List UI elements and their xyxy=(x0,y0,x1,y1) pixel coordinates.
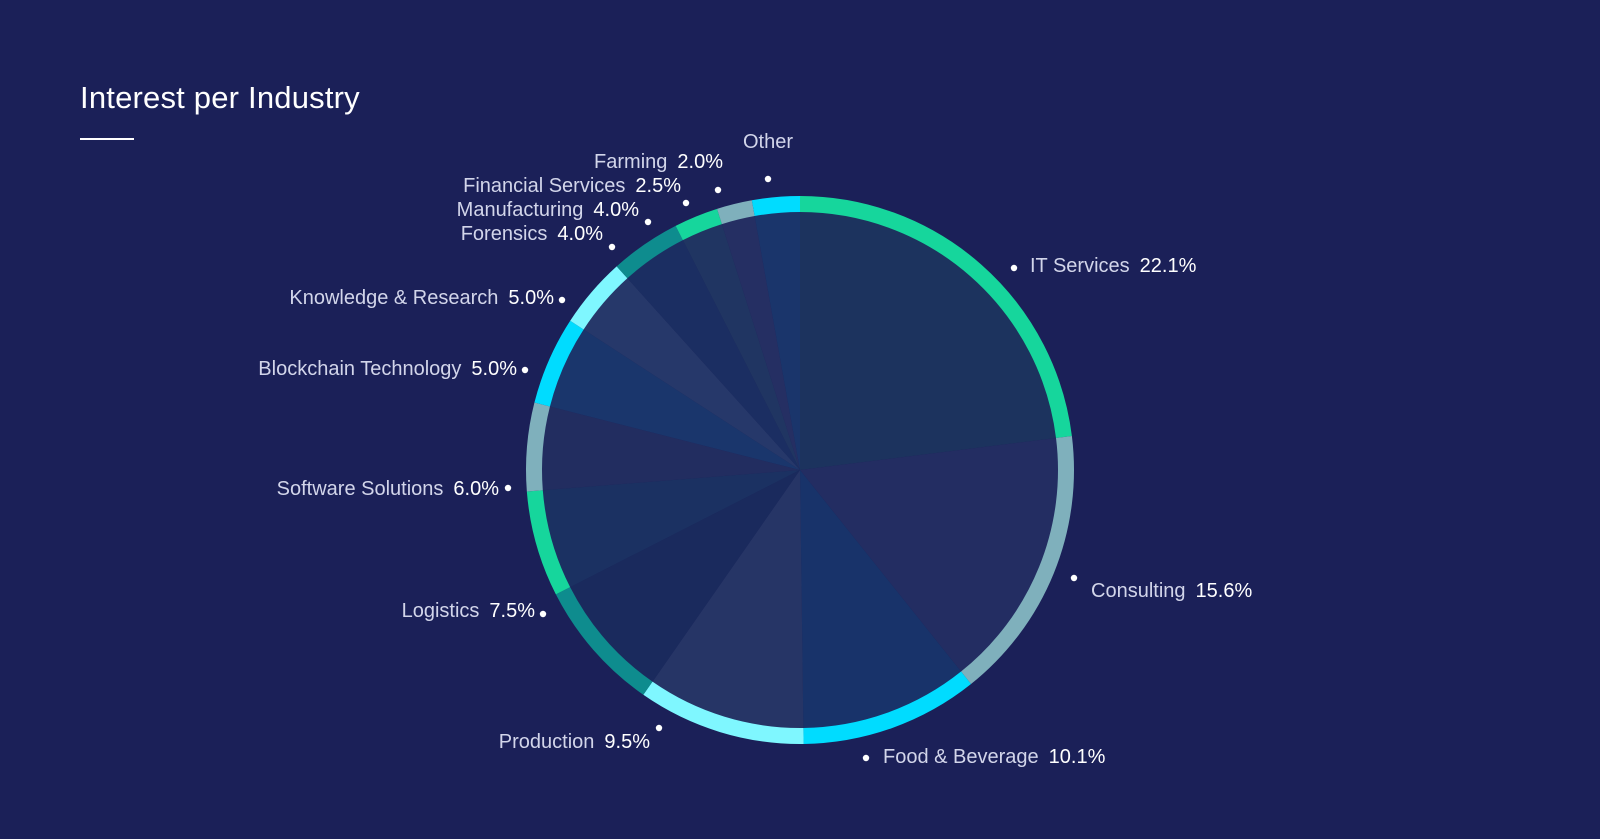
slice-label-other: Other xyxy=(743,131,793,153)
slice-name-blockchain-technology: Blockchain Technology xyxy=(258,358,461,380)
slice-percent-financial-services: 2.5% xyxy=(635,175,681,197)
pie-ring-segment-blockchain-technology xyxy=(526,402,550,492)
pie-ring-segment-food-and-beverage xyxy=(803,671,972,744)
label-dot-software-solutions xyxy=(504,484,512,492)
label-dot-production xyxy=(655,724,663,732)
pie-ring-segment-consulting xyxy=(961,436,1074,685)
slice-percent-software-solutions: 6.0% xyxy=(453,478,499,500)
pie-slice-farming xyxy=(720,212,800,470)
chart-title: Interest per Industry xyxy=(80,80,360,115)
slice-name-manufacturing: Manufacturing xyxy=(457,199,584,221)
label-dot-manufacturing xyxy=(644,218,652,226)
slice-name-it-services: IT Services xyxy=(1030,255,1130,277)
slice-label-it-services: IT Services 22.1% xyxy=(1030,255,1197,277)
pie-slice-blockchain-technology xyxy=(538,405,800,491)
slice-percent-logistics: 7.5% xyxy=(489,600,535,622)
slice-label-production: Production 9.5% xyxy=(499,731,650,753)
pie-slice-food-and-beverage xyxy=(800,470,964,732)
pie-ring-segment-farming xyxy=(717,200,755,225)
slice-label-forensics: Forensics 4.0% xyxy=(461,223,604,245)
pie-ring xyxy=(526,196,1074,744)
pie-slice-production xyxy=(650,470,804,732)
slice-label-knowledge-and-research: Knowledge & Research 5.0% xyxy=(289,287,554,309)
label-dot-farming xyxy=(714,186,722,194)
label-dot-knowledge-and-research xyxy=(558,296,566,304)
slice-label-manufacturing: Manufacturing 4.0% xyxy=(457,199,640,221)
slice-label-financial-services: Financial Services 2.5% xyxy=(463,175,681,197)
label-dot-blockchain-technology xyxy=(521,366,529,374)
slice-percent-forensics: 4.0% xyxy=(557,223,603,245)
pie-ring-segment-forensics xyxy=(570,266,628,330)
pie-slice-consulting xyxy=(800,437,1062,675)
slice-label-farming: Farming 2.0% xyxy=(594,151,723,173)
label-dot-food-and-beverage xyxy=(862,754,870,762)
slice-label-software-solutions: Software Solutions 6.0% xyxy=(277,478,500,500)
slice-label-food-and-beverage: Food & Beverage 10.1% xyxy=(883,746,1106,768)
label-dot-forensics xyxy=(608,243,616,251)
pie-slice-forensics xyxy=(580,275,800,470)
slice-percent-farming: 2.0% xyxy=(677,151,723,173)
pie-ring-segment-financial-services xyxy=(675,208,722,241)
slice-label-consulting: Consulting 15.6% xyxy=(1091,580,1252,602)
label-dot-it-services xyxy=(1010,264,1018,272)
slice-name-production: Production xyxy=(499,731,595,753)
slice-percent-it-services: 22.1% xyxy=(1140,255,1197,277)
slice-name-logistics: Logistics xyxy=(402,600,480,622)
label-dot-financial-services xyxy=(682,199,690,207)
pie-slice-knowledge-and-research xyxy=(546,327,800,470)
pie-fills xyxy=(538,208,1062,732)
slice-name-consulting: Consulting xyxy=(1091,580,1186,602)
pie-ring-segment-logistics xyxy=(555,587,653,695)
pie-slice-financial-services xyxy=(681,220,800,470)
slice-name-other: Other xyxy=(743,131,793,153)
pie-ring-segment-software-solutions xyxy=(526,490,571,595)
pie-ring-segment-knowledge-and-research xyxy=(534,320,584,407)
slice-name-farming: Farming xyxy=(594,151,667,173)
slice-percent-production: 9.5% xyxy=(604,731,650,753)
slice-name-financial-services: Financial Services xyxy=(463,175,625,197)
pie-ring-segment-other xyxy=(751,196,801,217)
pie-slice-logistics xyxy=(566,470,800,685)
pie-labels: IT Services 22.1% Consulting 15.6% Food & Be… xyxy=(258,131,1252,768)
label-dot-logistics xyxy=(539,610,547,618)
pie-ring-segment-it-services xyxy=(799,196,1072,439)
slice-percent-consulting: 15.6% xyxy=(1196,580,1253,602)
label-dot-other xyxy=(764,175,772,183)
slice-label-logistics: Logistics 7.5% xyxy=(402,600,536,622)
slice-percent-manufacturing: 4.0% xyxy=(593,199,639,221)
pie-slice-manufacturing xyxy=(624,236,800,470)
slice-label-blockchain-technology: Blockchain Technology 5.0% xyxy=(258,358,517,380)
slice-name-food-and-beverage: Food & Beverage xyxy=(883,746,1039,768)
pie-ring-segment-production xyxy=(643,681,804,744)
slice-percent-food-and-beverage: 10.1% xyxy=(1049,746,1106,768)
pie-slice-other xyxy=(753,208,800,470)
slice-percent-knowledge-and-research: 5.0% xyxy=(508,287,554,309)
pie-slice-it-services xyxy=(800,208,1060,470)
slice-name-forensics: Forensics xyxy=(461,223,548,245)
slice-name-software-solutions: Software Solutions xyxy=(277,478,444,500)
pie-slice-software-solutions xyxy=(538,470,800,589)
slice-percent-blockchain-technology: 5.0% xyxy=(471,358,517,380)
label-dot-consulting xyxy=(1070,574,1078,582)
title-underline xyxy=(80,138,134,140)
slice-name-knowledge-and-research: Knowledge & Research xyxy=(289,287,498,309)
pie-ring-segment-manufacturing xyxy=(616,225,683,279)
